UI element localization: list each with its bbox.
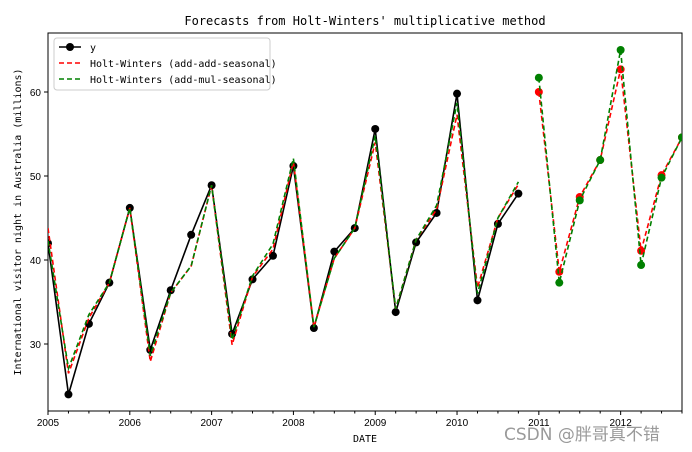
x-tick-label: 2010 — [446, 418, 469, 429]
data-point — [534, 73, 543, 82]
legend-marker-y — [66, 43, 74, 51]
x-tick-label: 2011 — [528, 418, 550, 429]
legend-item-add-add: Holt-Winters (add-add-seasonal) — [59, 59, 277, 70]
data-point — [330, 247, 339, 256]
series-2 — [48, 102, 520, 372]
y-axis-label: International visitor night in Australia… — [13, 68, 24, 375]
series-line — [538, 69, 682, 273]
series-4 — [534, 46, 682, 287]
series-1 — [48, 114, 520, 374]
data-point — [616, 46, 625, 54]
series-line — [538, 49, 682, 283]
chart-title: Forecasts from Holt-Winters' multiplicat… — [184, 14, 545, 28]
legend-label-add-mul: Holt-Winters (add-mul-seasonal) — [90, 75, 277, 86]
data-point — [657, 173, 666, 182]
csdn-watermark: CSDN @胖哥真不错 — [504, 425, 660, 445]
data-point — [432, 208, 441, 217]
x-tick-label: 2007 — [200, 418, 223, 429]
data-point — [309, 324, 318, 333]
y-tick-label: 30 — [30, 340, 42, 351]
data-point — [64, 390, 73, 399]
series-line — [48, 114, 520, 374]
data-point — [637, 246, 646, 255]
y-tick-label: 50 — [30, 172, 42, 183]
series-layer — [48, 46, 682, 399]
data-point — [473, 296, 482, 305]
y-axis-ticks: 30 40 50 60 — [30, 88, 48, 351]
data-point — [555, 278, 564, 287]
x-tick-label: 2008 — [282, 418, 305, 429]
x-axis-ticks: 2005 2006 2007 2008 2009 2010 2011 2012 — [37, 411, 683, 429]
data-point — [575, 196, 584, 205]
data-point — [637, 261, 646, 270]
data-point — [678, 133, 682, 142]
y-tick-label: 40 — [30, 256, 42, 267]
x-tick-label: 2006 — [119, 418, 142, 429]
data-point — [514, 189, 523, 198]
data-point — [187, 230, 196, 239]
legend-box — [53, 37, 271, 91]
data-point — [596, 156, 605, 165]
data-point — [453, 89, 462, 98]
x-axis-label: DATE — [353, 434, 377, 445]
x-tick-label: 2005 — [37, 418, 60, 429]
data-point — [371, 124, 380, 133]
data-point — [534, 88, 543, 96]
x-tick-label: 2012 — [610, 418, 633, 429]
legend-label-add-add: Holt-Winters (add-add-seasonal) — [90, 59, 277, 70]
data-point — [268, 251, 277, 260]
data-point — [616, 65, 625, 74]
x-tick-label: 2009 — [364, 418, 387, 429]
data-point — [166, 286, 175, 295]
series-line — [48, 102, 520, 372]
y-tick-label: 60 — [30, 88, 42, 99]
legend-item-y: y — [59, 43, 96, 54]
legend: y Holt-Winters (add-add-seasonal) Holt-W… — [53, 37, 277, 91]
legend-label-y: y — [90, 43, 96, 54]
data-point — [391, 308, 400, 317]
legend-item-add-mul: Holt-Winters (add-mul-seasonal) — [59, 75, 277, 86]
